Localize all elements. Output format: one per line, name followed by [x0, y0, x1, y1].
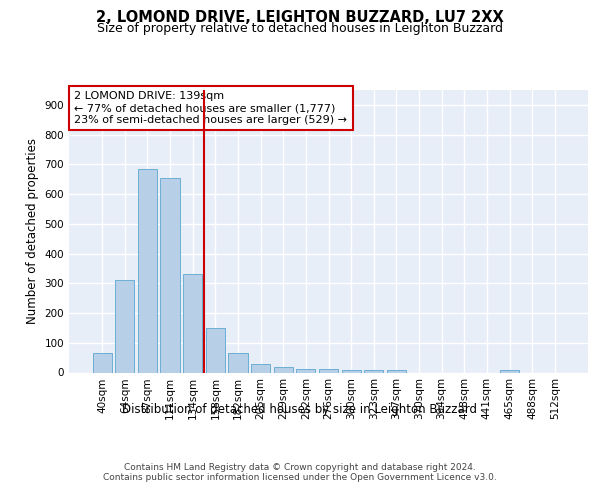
Text: Distribution of detached houses by size in Leighton Buzzard: Distribution of detached houses by size … — [122, 402, 478, 415]
Bar — [183, 274, 202, 372]
Bar — [115, 280, 134, 372]
Text: Contains HM Land Registry data © Crown copyright and database right 2024.
Contai: Contains HM Land Registry data © Crown c… — [103, 462, 497, 482]
Text: 2 LOMOND DRIVE: 139sqm
← 77% of detached houses are smaller (1,777)
23% of semi-: 2 LOMOND DRIVE: 139sqm ← 77% of detached… — [74, 92, 347, 124]
Bar — [500, 370, 519, 372]
Y-axis label: Number of detached properties: Number of detached properties — [26, 138, 39, 324]
Text: Size of property relative to detached houses in Leighton Buzzard: Size of property relative to detached ho… — [97, 22, 503, 35]
Bar — [160, 178, 180, 372]
Bar — [341, 370, 361, 372]
Bar — [92, 353, 112, 372]
Bar — [206, 328, 225, 372]
Bar — [138, 169, 157, 372]
Bar — [319, 369, 338, 372]
Bar — [229, 353, 248, 372]
Bar — [296, 369, 316, 372]
Bar — [251, 364, 270, 372]
Bar — [364, 370, 383, 372]
Text: 2, LOMOND DRIVE, LEIGHTON BUZZARD, LU7 2XX: 2, LOMOND DRIVE, LEIGHTON BUZZARD, LU7 2… — [96, 10, 504, 25]
Bar — [274, 366, 293, 372]
Bar — [387, 370, 406, 372]
